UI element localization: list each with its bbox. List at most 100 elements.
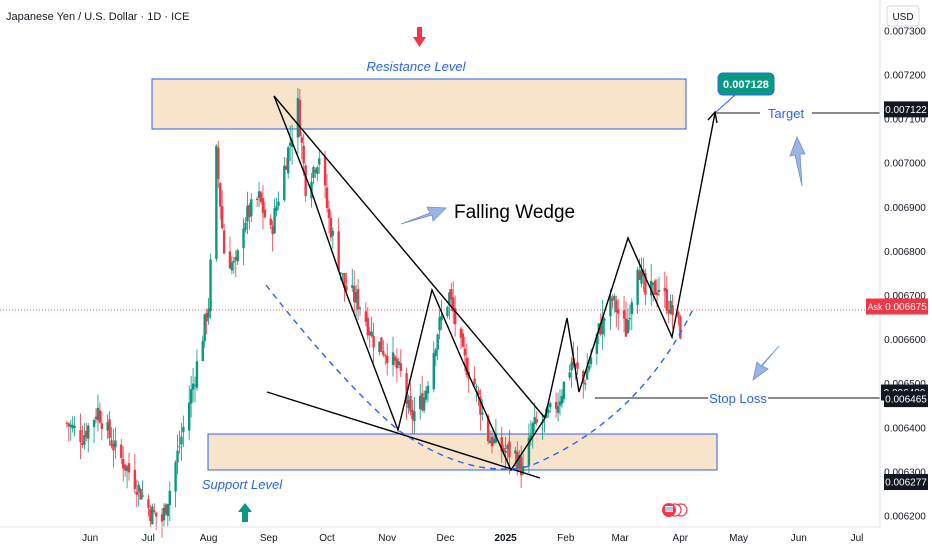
candle-body (411, 409, 414, 420)
candle-body (96, 407, 100, 421)
candle-body (67, 423, 71, 427)
candle-body (147, 499, 150, 508)
candle-body (585, 370, 589, 380)
candle-body (205, 312, 208, 322)
x-tick-label: Aug (200, 533, 218, 544)
price-tags: 0.0064800.007122Ask0.0066750.0064650.006… (866, 101, 928, 491)
x-tick-label: Jun (82, 533, 98, 544)
candle-body (372, 335, 375, 348)
candle-body (65, 422, 69, 424)
candle-body (168, 490, 171, 506)
candle-body (399, 363, 402, 372)
candle-body (162, 507, 166, 521)
candle-body (329, 217, 333, 238)
y-tick-label: 0.007200 (884, 70, 926, 81)
candle-body (368, 331, 371, 336)
events-icon[interactable] (662, 503, 688, 517)
candle-body (164, 504, 168, 515)
candle-body (286, 147, 290, 174)
candle-body (549, 403, 552, 408)
candle-body (209, 259, 212, 312)
candle-body (337, 231, 340, 271)
candle-body (339, 272, 342, 274)
wedge-lines (266, 95, 716, 479)
candle-body (628, 318, 632, 320)
stop-loss-arrow-icon (752, 345, 780, 381)
candle-body (187, 402, 191, 431)
candles (65, 88, 682, 538)
x-tick-label: Jun (791, 533, 807, 544)
candle-body (255, 198, 259, 200)
candle-body (636, 269, 639, 305)
candle-body (343, 272, 346, 288)
support-zone (207, 433, 718, 471)
candle-body (244, 222, 247, 230)
candle-body (261, 198, 265, 213)
candle-body (100, 423, 104, 429)
candle-body (98, 410, 102, 423)
y-tick-label: 0.006900 (884, 203, 926, 214)
candle-body (153, 510, 156, 512)
candle-body (519, 456, 523, 476)
candle-body (133, 469, 137, 489)
candle-body (432, 353, 435, 390)
time-axis[interactable]: Jun Jul Aug Sep Oct Nov Dec 2025 Feb Mar Apr May Jun… (82, 533, 863, 544)
x-tick-label: Jul (142, 533, 155, 544)
candle-body (405, 373, 408, 404)
candle-body (345, 286, 348, 291)
x-tick-label: Nov (378, 533, 396, 544)
candle-body (679, 316, 682, 339)
price-tag (884, 474, 928, 491)
candle-body (386, 355, 389, 364)
candle-body (220, 206, 224, 229)
candle-body (490, 436, 494, 447)
candle-body (135, 492, 138, 496)
candle-body (657, 289, 661, 292)
candle-body (314, 170, 317, 173)
candle-body (356, 289, 360, 310)
candle-body (106, 422, 109, 431)
candle-body (316, 167, 319, 174)
candle-body (422, 397, 426, 411)
candle-body (521, 465, 525, 474)
candle-body (364, 311, 368, 323)
price-tag-text: 0.006465 (885, 395, 927, 406)
candle-body (312, 166, 315, 178)
candle-body (217, 147, 220, 179)
candle-body (461, 333, 465, 347)
candle-body (351, 285, 354, 288)
candle-body (180, 436, 183, 445)
candle-body (296, 98, 300, 138)
candle-body (73, 426, 76, 428)
candle-body (547, 409, 550, 413)
candle-body (650, 280, 653, 296)
currency-badge[interactable] (886, 5, 920, 27)
candle-body (81, 442, 84, 445)
currency-text: USD (892, 12, 913, 23)
resistance-zone (151, 78, 687, 130)
candle-body (71, 424, 74, 429)
candle-body (475, 386, 478, 388)
candle-body (465, 357, 468, 375)
candle-body (354, 291, 358, 303)
x-tick-label: May (729, 533, 748, 544)
x-tick-label: Oct (319, 533, 335, 544)
candle-body (446, 306, 449, 317)
candle-body (178, 446, 181, 448)
candle-body (137, 484, 140, 492)
candle-body (79, 430, 82, 443)
candle-body (302, 145, 305, 164)
candle-body (568, 372, 571, 378)
candle-body (622, 310, 626, 319)
candle-body (481, 412, 484, 415)
target-bubble: 0.007128 (715, 72, 775, 113)
candle-body (486, 416, 490, 442)
candle-body (139, 488, 142, 500)
price-tag-text: 0.006675 (885, 302, 927, 313)
candle-body (250, 199, 253, 217)
x-tick-label: 2025 (494, 533, 517, 544)
target-up-arrow-icon (789, 135, 806, 187)
candle-body (174, 462, 177, 492)
candle-body (271, 226, 274, 235)
